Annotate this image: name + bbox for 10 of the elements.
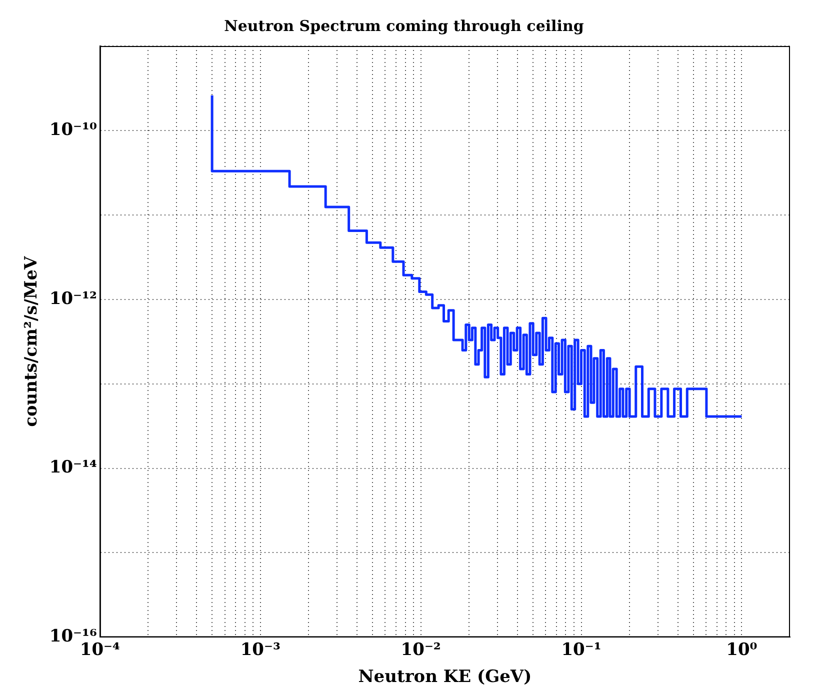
x-tick-label: 10⁻³ (240, 640, 280, 660)
y-tick-label: 10⁻¹⁰ (49, 120, 97, 140)
x-tick-label: 10⁰ (726, 640, 758, 660)
x-tick-label: 10⁻² (400, 640, 441, 660)
y-tick-label: 10⁻¹⁴ (49, 458, 97, 478)
x-tick-label: 10⁻¹ (561, 640, 602, 660)
x-axis-title: Neutron KE (GeV) (358, 667, 532, 688)
chart-title: Neutron Spectrum coming through ceiling (224, 16, 584, 35)
y-axis-title: counts/cm²/s/MeV (22, 255, 42, 427)
y-tick-label: 10⁻¹² (49, 288, 97, 309)
